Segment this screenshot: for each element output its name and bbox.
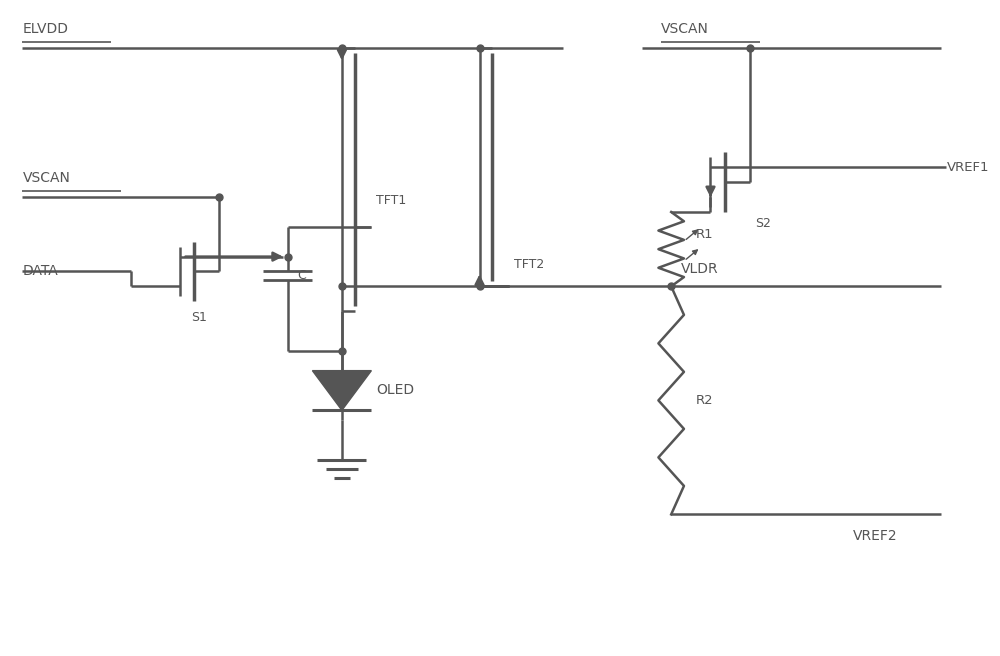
Text: TFT2: TFT2 [514,258,544,272]
Text: S1: S1 [191,311,207,324]
Text: VLDR: VLDR [681,262,719,276]
Text: C: C [298,270,306,283]
Text: S2: S2 [755,217,771,230]
Text: VREF1: VREF1 [946,161,989,174]
Text: R1: R1 [696,228,713,241]
Text: TFT1: TFT1 [376,194,407,207]
Polygon shape [312,371,371,410]
Text: DATA: DATA [22,264,58,279]
Text: VREF2: VREF2 [853,529,898,543]
Text: VSCAN: VSCAN [661,22,709,37]
Text: R2: R2 [696,394,713,407]
Text: VSCAN: VSCAN [22,171,70,185]
Text: ELVDD: ELVDD [22,22,68,37]
Text: OLED: OLED [376,384,414,398]
